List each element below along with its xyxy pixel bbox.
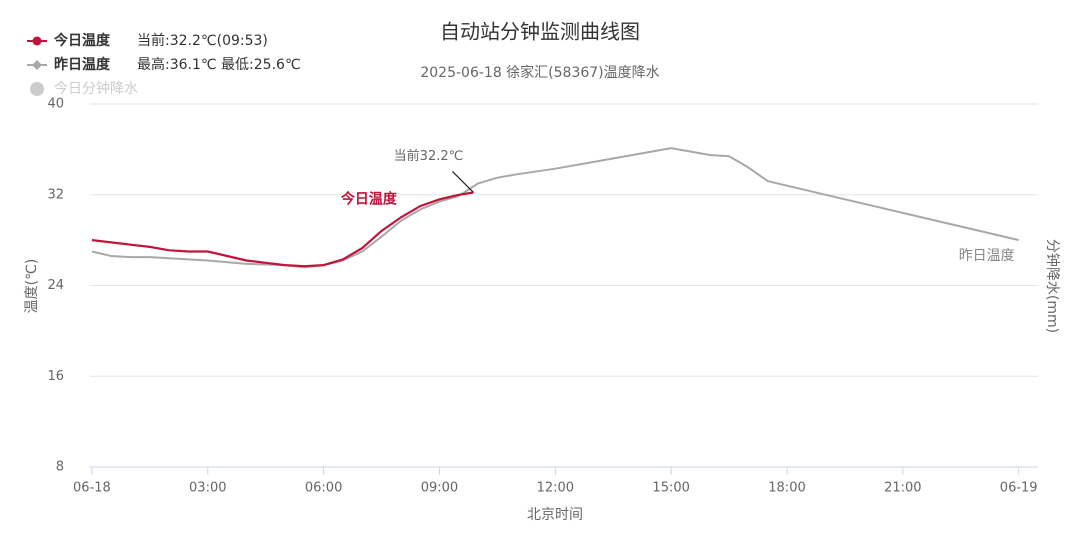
legend-note: 最高:36.1℃ 最低:25.6℃ bbox=[137, 56, 301, 73]
series-label: 昨日温度 bbox=[959, 248, 1015, 264]
x-tick-label: 06:00 bbox=[305, 481, 342, 496]
x-tick-label: 09:00 bbox=[421, 481, 458, 496]
legend-note: 当前:32.2℃(09:53) bbox=[137, 32, 268, 49]
y2-axis-title: 分钟降水(mm) bbox=[1044, 239, 1061, 333]
annotation-pointer bbox=[452, 171, 474, 193]
legend-label[interactable]: 今日温度 bbox=[53, 32, 111, 49]
x-tick-label: 06-18 bbox=[73, 481, 111, 496]
series-label: 今日温度 bbox=[340, 190, 398, 207]
x-tick-label: 12:00 bbox=[537, 481, 574, 496]
y-tick-label: 40 bbox=[47, 97, 64, 112]
x-tick-label: 15:00 bbox=[652, 481, 689, 496]
y-tick-label: 32 bbox=[47, 187, 64, 202]
chart-subtitle: 2025-06-18 徐家汇(58367)温度降水 bbox=[420, 64, 659, 81]
x-tick-label: 21:00 bbox=[884, 481, 921, 496]
legend-label[interactable]: 昨日温度 bbox=[54, 56, 111, 73]
y-tick-label: 16 bbox=[47, 369, 64, 384]
annotation-label: 当前32.2℃ bbox=[394, 148, 464, 164]
legend-label[interactable]: 今日分钟降水 bbox=[54, 80, 138, 97]
chart-title: 自动站分钟监测曲线图 bbox=[440, 20, 640, 44]
y-axis-title: 温度(℃) bbox=[24, 259, 40, 314]
legend-marker bbox=[30, 82, 44, 96]
legend-marker bbox=[32, 60, 42, 70]
series-line bbox=[91, 191, 474, 268]
x-tick-label: 18:00 bbox=[768, 481, 805, 496]
x-tick-label: 03:00 bbox=[189, 481, 226, 496]
x-axis-title: 北京时间 bbox=[527, 507, 583, 523]
y-tick-label: 24 bbox=[47, 278, 64, 293]
y-tick-label: 8 bbox=[56, 460, 64, 475]
x-tick-label: 06-19 bbox=[1000, 481, 1038, 496]
series-line bbox=[91, 147, 1019, 269]
legend-marker bbox=[32, 36, 42, 46]
